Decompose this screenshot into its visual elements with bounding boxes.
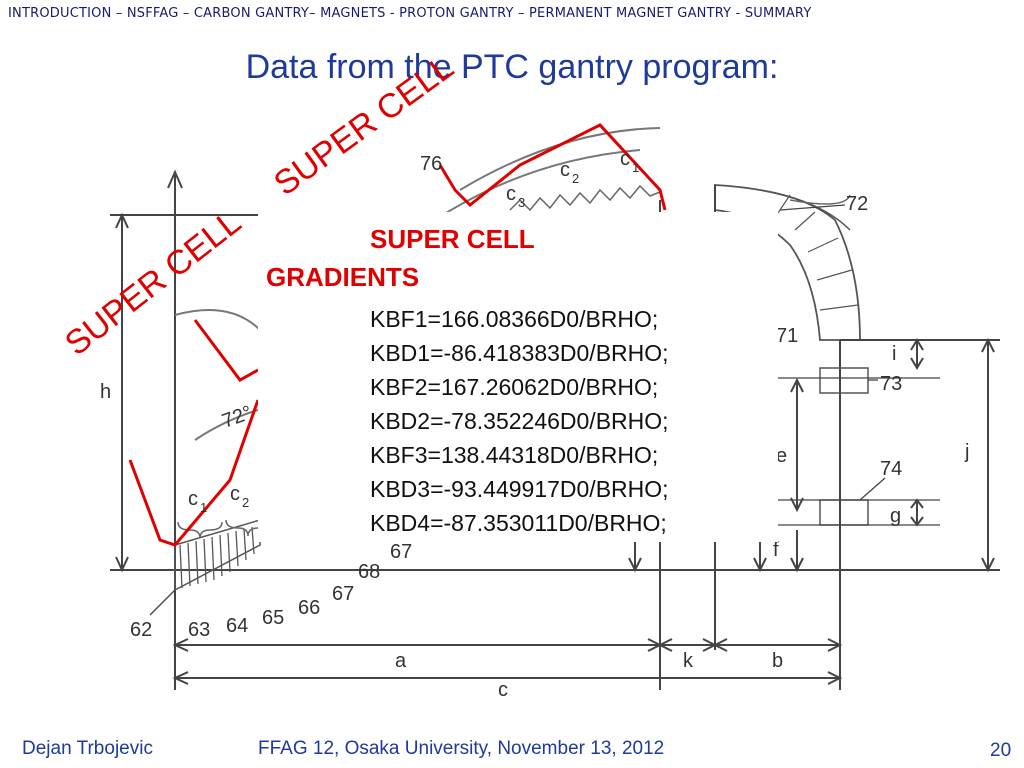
label-67a: 67 [332, 583, 354, 605]
label-c1-upper: c [620, 148, 630, 170]
super-cell-left-outline [128, 399, 260, 547]
label-b: b [772, 650, 783, 672]
super-cell-top-outline [438, 123, 667, 211]
label-63: 63 [188, 619, 210, 641]
label-c2-lower-sub: 2 [242, 495, 249, 510]
label-66: 66 [298, 597, 320, 619]
label-g: g [890, 505, 901, 527]
label-73: 73 [880, 373, 902, 395]
label-c3-upper: c [506, 183, 516, 205]
label-71: 71 [776, 325, 798, 347]
label-c3-upper-sub: 3 [518, 195, 525, 210]
label-74: 74 [880, 458, 902, 480]
label-65: 65 [262, 607, 284, 629]
label-e: e [776, 445, 787, 467]
label-h: h [100, 381, 111, 403]
breadcrumb: INTRODUCTION – NSFFAG – CARBON GANTRY– M… [8, 6, 812, 21]
gradient-line: KBF2=167.26062D0/BRHO; [370, 374, 659, 400]
page-number: 20 [990, 740, 1012, 761]
gradient-line: KBD1=-86.418383D0/BRHO; [370, 340, 669, 366]
header-breadcrumb-bar: INTRODUCTION – NSFFAG – CARBON GANTRY– M… [0, 0, 1024, 28]
gradient-line: KBF1=166.08366D0/BRHO; [370, 306, 659, 332]
super-cell-left-bracket [193, 319, 259, 382]
axis-arrowhead [167, 169, 183, 189]
footer-event: FFAG 12, Osaka University, November 13, … [258, 738, 665, 759]
label-a: a [395, 650, 407, 672]
label-76: 76 [420, 153, 442, 175]
label-k: k [683, 650, 694, 672]
gradients-title-line2: GRADIENTS [266, 262, 420, 292]
footer-author: Dejan Trbojevic [22, 738, 153, 759]
super-cell-markers [128, 123, 667, 547]
gradient-line: KBD4=-87.353011D0/BRHO; [370, 510, 667, 536]
label-c2-upper-sub: 2 [572, 171, 579, 186]
label-c2-lower: c [230, 483, 240, 505]
gradients-panel: SUPER CELL GRADIENTS KBF1=166.08366D0/BR… [258, 212, 778, 542]
label-j: j [964, 441, 969, 463]
label-67b: 67 [390, 541, 412, 563]
label-i: i [892, 343, 896, 365]
label-62: 62 [130, 619, 152, 641]
label-c: c [498, 679, 508, 701]
gradient-line: KBD3=-93.449917D0/BRHO; [370, 476, 669, 502]
label-c2-upper: c [560, 159, 570, 181]
gradients-title-line1: SUPER CELL [370, 224, 535, 254]
label-f: f [773, 539, 779, 561]
label-c1-lower-sub: 1 [200, 500, 207, 515]
label-64: 64 [226, 615, 248, 637]
slide-title: Data from the PTC gantry program: [245, 48, 779, 86]
label-c1-upper-sub: 1 [632, 160, 639, 175]
gradient-line: KBD2=-78.352246D0/BRHO; [370, 408, 669, 434]
label-72: 72 [846, 193, 868, 215]
gradient-line: KBF3=138.44318D0/BRHO; [370, 442, 659, 468]
label-c1-lower: c [188, 488, 198, 510]
label-68: 68 [358, 561, 380, 583]
